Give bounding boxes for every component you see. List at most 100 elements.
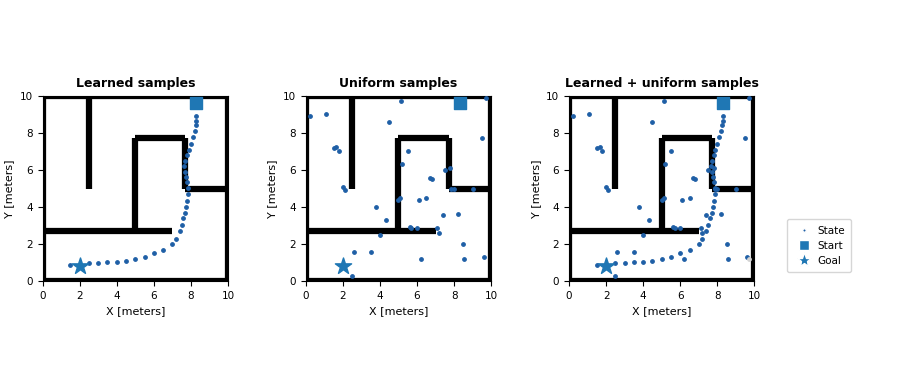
Point	[728, 185, 743, 192]
Point	[62, 262, 77, 268]
Point	[715, 100, 730, 106]
Y-axis label: Y [meters]: Y [meters]	[5, 159, 14, 218]
Point	[598, 264, 613, 270]
Point	[456, 241, 471, 247]
Point	[589, 145, 604, 151]
Point	[704, 210, 719, 216]
Point	[709, 185, 724, 192]
Point	[663, 149, 677, 155]
Point	[655, 195, 670, 201]
Point	[681, 247, 696, 253]
Point	[335, 184, 350, 190]
Point	[180, 185, 195, 191]
Point	[174, 222, 188, 228]
Point	[702, 215, 717, 221]
Point	[179, 198, 194, 204]
Point	[345, 273, 359, 279]
Point	[656, 98, 671, 104]
Point	[172, 228, 187, 234]
Point	[165, 241, 179, 247]
Point	[672, 250, 686, 256]
Point	[431, 230, 446, 236]
Point	[741, 256, 755, 262]
Point	[663, 254, 677, 260]
Point	[739, 254, 754, 260]
Point	[715, 118, 730, 124]
Point	[146, 250, 161, 256]
Title: Uniform samples: Uniform samples	[339, 78, 457, 90]
Point	[711, 133, 726, 139]
Point	[465, 185, 480, 192]
Point	[714, 123, 729, 129]
Point	[600, 187, 615, 193]
Point	[391, 197, 405, 203]
Point	[582, 111, 596, 117]
Point	[705, 174, 720, 180]
Point	[181, 147, 196, 153]
Point	[700, 222, 715, 228]
Point	[444, 185, 459, 192]
Point	[687, 176, 702, 182]
Point	[719, 241, 733, 247]
Point	[707, 191, 721, 197]
Point	[698, 212, 713, 218]
Point	[704, 169, 719, 175]
Point	[346, 248, 361, 254]
Point	[698, 228, 713, 234]
Point	[429, 225, 444, 231]
Point	[707, 185, 721, 191]
Point	[100, 259, 115, 265]
Point	[478, 95, 493, 101]
Point	[176, 215, 190, 221]
X-axis label: X [meters]: X [meters]	[106, 307, 165, 316]
Point	[644, 258, 659, 264]
Point	[332, 149, 346, 155]
Point	[737, 135, 752, 141]
Point	[589, 262, 604, 268]
Point	[641, 217, 655, 223]
Point	[411, 197, 425, 203]
Point	[137, 254, 152, 260]
Point	[672, 225, 686, 231]
Point	[653, 256, 668, 262]
Point	[706, 198, 720, 204]
Point	[177, 158, 192, 164]
Point	[91, 260, 106, 266]
Point	[691, 241, 706, 247]
Point	[381, 119, 396, 125]
Point	[595, 149, 609, 155]
Point	[617, 260, 631, 266]
Point	[326, 145, 341, 151]
Point	[695, 236, 709, 242]
Point	[369, 204, 383, 210]
Point	[644, 119, 659, 125]
Point	[713, 211, 728, 218]
Point	[706, 152, 720, 158]
Point	[476, 254, 491, 260]
Point	[409, 225, 424, 231]
Point	[457, 256, 471, 262]
Point	[73, 264, 87, 270]
Point	[402, 224, 416, 230]
Point	[183, 141, 198, 147]
Point	[329, 144, 344, 150]
Point	[177, 169, 192, 175]
Point	[450, 211, 465, 218]
Point	[189, 113, 204, 119]
Point	[301, 113, 316, 119]
Point	[437, 167, 452, 173]
Point	[400, 149, 414, 155]
Point	[424, 176, 438, 182]
Point	[128, 256, 142, 262]
Point	[653, 197, 668, 203]
Point	[187, 128, 201, 134]
Point	[179, 179, 194, 185]
Point	[176, 163, 191, 169]
Point	[565, 113, 580, 119]
Point	[178, 174, 193, 180]
Point	[674, 197, 688, 203]
Legend: State, Start, Goal: State, Start, Goal	[787, 219, 850, 272]
Point	[319, 111, 334, 117]
Point	[657, 161, 672, 167]
Point	[180, 191, 195, 197]
